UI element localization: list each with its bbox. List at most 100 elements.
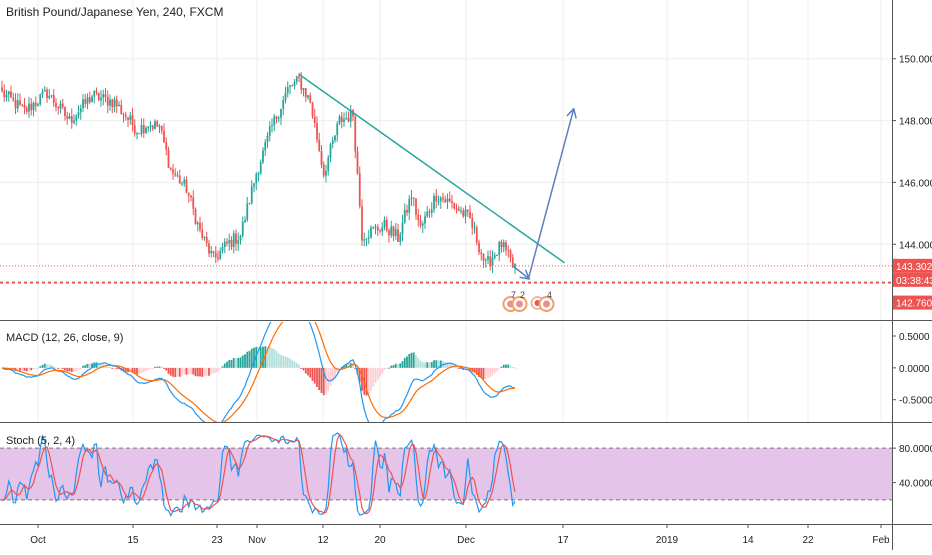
event-flag[interactable]: 4 <box>538 290 555 312</box>
macd-histogram-bar <box>415 355 417 368</box>
candle-body <box>138 133 141 135</box>
candle-body <box>104 94 107 97</box>
macd-histogram-bar <box>68 367 71 372</box>
candle-body <box>154 121 156 129</box>
axis-tick-label: 0.5000 <box>899 332 930 343</box>
macd-histogram-bar <box>491 367 494 376</box>
candle-body <box>192 197 195 209</box>
macd-histogram-bar <box>262 346 264 368</box>
stoch-axis[interactable]: 80.0000 40.0000 <box>892 444 932 490</box>
price-drawings[interactable] <box>0 73 892 284</box>
candle-body <box>165 142 168 150</box>
macd-histogram-bar <box>484 367 487 379</box>
macd-axis[interactable]: 0.5000 0.0000 -0.5000 <box>892 332 932 407</box>
macd-histogram-bar <box>142 367 145 373</box>
candle-body <box>311 102 314 117</box>
time-tick-label: 14 <box>742 535 754 546</box>
candle-body <box>82 99 84 109</box>
candle-body <box>318 139 321 152</box>
macd-histogram-bar <box>435 360 438 368</box>
candle-body <box>309 95 312 103</box>
macd-histogram-bar <box>73 367 75 372</box>
macd-histogram-bar <box>455 367 458 369</box>
candle-body <box>268 126 271 136</box>
macd-histogram-bar <box>208 367 210 376</box>
macd-histogram-bar <box>493 367 496 374</box>
macd-histogram-bar <box>325 367 327 395</box>
candle-body <box>316 123 318 140</box>
candle-body <box>199 222 201 230</box>
candle-body <box>392 226 395 236</box>
macd-histogram-bar <box>426 362 429 368</box>
candle-body <box>482 253 485 261</box>
macd-histogram-bar <box>46 364 48 368</box>
candle-body <box>509 250 512 258</box>
macd-histogram-bar <box>79 367 82 369</box>
macd-histogram-bar <box>156 366 159 368</box>
macd-histogram-bar <box>221 366 224 368</box>
forecast-arrow[interactable] <box>527 110 574 279</box>
macd-histogram-bar <box>365 367 368 396</box>
candle-body <box>66 116 69 119</box>
macd-histogram-bar <box>511 367 514 369</box>
candle-body <box>415 198 417 215</box>
macd-histogram-bar <box>340 366 343 368</box>
candle-body <box>313 116 316 124</box>
macd-histogram-bar <box>421 362 424 368</box>
macd-histogram-bar <box>64 367 66 371</box>
candle-body <box>363 239 366 241</box>
candle-body <box>223 241 226 247</box>
macd-histogram-bar <box>280 355 282 368</box>
macd-histogram-bar <box>271 348 273 368</box>
trendline[interactable] <box>298 73 565 264</box>
time-tick-label: 2019 <box>656 535 679 546</box>
candle-body <box>115 99 118 107</box>
macd-histogram-bar <box>358 367 361 383</box>
candle-body <box>142 125 145 134</box>
macd-histogram-bar <box>113 367 116 369</box>
candle-body <box>109 99 111 106</box>
forecast-arrow[interactable] <box>512 265 529 278</box>
macd-histogram-bar <box>403 357 406 368</box>
candle-body <box>250 186 253 204</box>
candle-body <box>239 235 242 241</box>
candle-body <box>102 94 105 98</box>
time-axis[interactable]: Oct 15 23 Nov 12 20 Dec 17 2019 14 22 Feb <box>30 524 890 546</box>
macd-histogram-bar <box>439 360 442 368</box>
candle-body <box>372 227 375 229</box>
candle-body <box>185 179 188 193</box>
candle-body <box>131 115 134 126</box>
macd-pane[interactable]: MACD (12, 26, close, 9) <box>1 304 882 427</box>
candle-body <box>12 97 15 100</box>
second-price-label-bg <box>893 295 932 310</box>
candle-body <box>28 103 30 112</box>
event-flag[interactable]: 2 <box>511 290 528 312</box>
macd-histogram-bar <box>124 367 127 372</box>
stoch-pane[interactable]: Stoch (5, 2, 4) <box>0 432 892 518</box>
candle-body <box>424 216 426 224</box>
macd-histogram-bar <box>338 367 341 369</box>
signal-line <box>1 322 516 422</box>
event-flag-label: 7 <box>511 290 516 300</box>
candle-body <box>298 76 300 78</box>
macd-histogram-bar <box>289 358 291 368</box>
macd-histogram-bar <box>482 367 485 380</box>
macd-histogram-bar <box>500 366 503 368</box>
macd-histogram-bar <box>417 357 420 368</box>
macd-histogram-bar <box>311 367 314 381</box>
candle-body <box>325 170 327 176</box>
candle-body <box>133 125 136 134</box>
macd-histogram-bar <box>169 367 172 376</box>
macd-histogram-bar <box>397 364 399 368</box>
candle-body <box>264 142 267 151</box>
macd-histogram-bar <box>43 363 46 368</box>
candle-body <box>75 115 78 121</box>
macd-histogram-bar <box>23 367 26 371</box>
price-axis[interactable]: 150.000 148.000 146.000 144.000 <box>892 55 932 252</box>
macd-histogram-bar <box>264 346 267 368</box>
macd-histogram-bar <box>19 367 21 371</box>
candle-body <box>358 173 361 207</box>
